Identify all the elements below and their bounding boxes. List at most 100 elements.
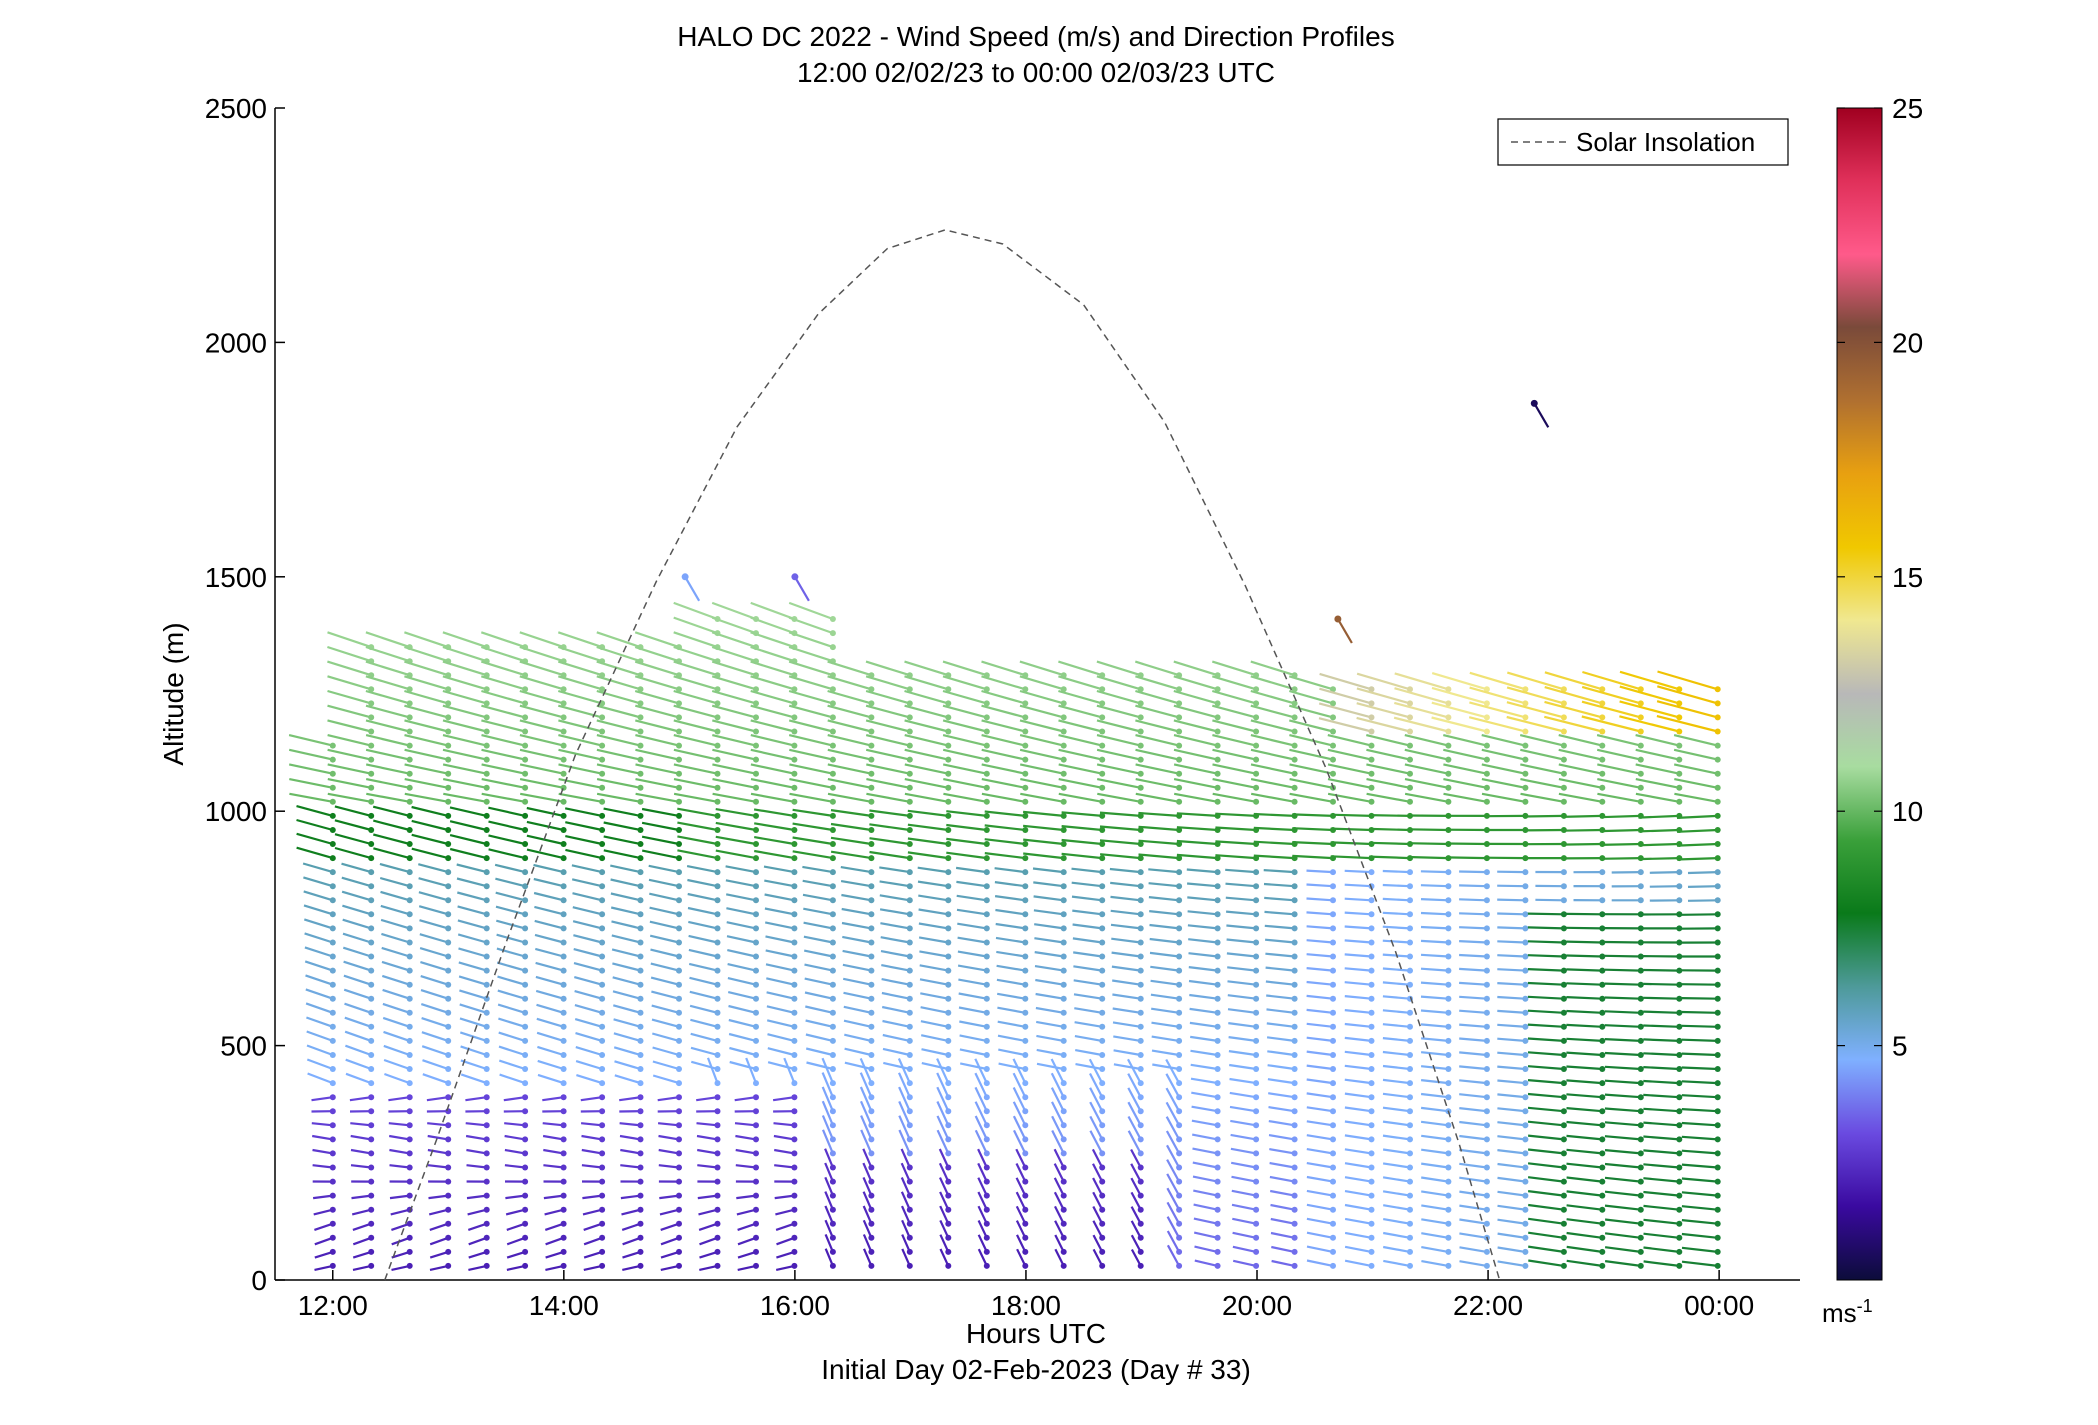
wind-barb — [725, 879, 757, 888]
wind-barb — [821, 1086, 834, 1112]
wind-barb — [1165, 1116, 1181, 1140]
wind-barb-point — [406, 700, 413, 707]
wind-barb — [1581, 685, 1642, 705]
wind-barb-point — [676, 995, 682, 1002]
wind-barb — [1643, 968, 1680, 972]
wind-barb-point — [906, 911, 913, 918]
wind-barb — [1394, 672, 1449, 691]
wind-barb — [1356, 672, 1411, 691]
wind-barb-point — [983, 770, 990, 777]
wind-barb-point — [791, 1080, 798, 1087]
wind-barb-point — [945, 1262, 952, 1269]
wind-barb — [736, 1208, 757, 1216]
wind-barb — [1421, 1218, 1449, 1225]
wind-barb — [1643, 1190, 1680, 1197]
wind-barb — [351, 1194, 372, 1200]
wind-barb — [581, 1148, 603, 1155]
wind-barb — [1604, 1246, 1641, 1253]
wind-barb — [1138, 853, 1180, 860]
wind-barb-point — [753, 1192, 759, 1199]
wind-barb — [496, 933, 526, 944]
wind-barb — [981, 778, 1026, 789]
wind-barb — [712, 734, 757, 747]
wind-barb — [754, 836, 795, 846]
wind-barb — [1544, 671, 1603, 691]
wind-barb-point — [368, 1178, 375, 1185]
wind-barb — [1506, 671, 1565, 691]
wind-barb — [727, 991, 757, 1000]
wind-barb-point — [637, 756, 644, 763]
wind-barb — [305, 974, 334, 986]
wind-barb-point — [522, 728, 529, 735]
wind-barb — [827, 792, 872, 803]
wind-barb-point — [753, 742, 759, 749]
wind-barb-point — [945, 1178, 952, 1185]
x-tick-label: 00:00 — [1684, 1290, 1754, 1321]
wind-barb — [1058, 719, 1103, 733]
x-tick-label: 22:00 — [1453, 1290, 1523, 1321]
wind-barb-point — [1676, 883, 1683, 890]
wind-barb — [345, 1072, 372, 1085]
wind-barb — [1643, 1010, 1680, 1014]
wind-barb — [1635, 778, 1680, 789]
wind-barb — [1148, 868, 1180, 874]
wind-barb — [327, 704, 372, 719]
wind-barb-point — [637, 1248, 644, 1255]
wind-barb — [715, 821, 757, 832]
wind-barb-point — [637, 1080, 644, 1087]
wind-barb — [557, 631, 603, 649]
wind-barb — [939, 1248, 950, 1267]
wind-barb-point — [714, 1052, 721, 1058]
wind-barb-point — [868, 700, 875, 707]
wind-barb — [1459, 1246, 1488, 1253]
wind-barb — [1092, 1220, 1104, 1239]
wind-barb — [1188, 938, 1218, 944]
wind-barb-point — [1522, 1023, 1529, 1030]
wind-barb-point — [483, 700, 490, 707]
wind-barb — [1015, 1191, 1027, 1211]
wind-barb-point — [714, 1192, 721, 1199]
wind-barb — [345, 1058, 372, 1071]
wind-barb-point — [1214, 1052, 1221, 1058]
wind-barb-point — [368, 967, 375, 974]
wind-barb-point — [599, 1136, 606, 1143]
wind-barb-point — [1368, 1262, 1375, 1269]
wind-barb — [1051, 1130, 1065, 1154]
wind-barb-point — [983, 1234, 990, 1241]
wind-barb-point — [945, 1094, 952, 1101]
wind-barb — [596, 778, 641, 789]
wind-barb-point — [791, 841, 798, 847]
wind-barb-point — [560, 897, 567, 904]
wind-barb-point — [791, 784, 798, 791]
wind-barb-point — [483, 1066, 490, 1072]
wind-barb-point — [1214, 1234, 1221, 1241]
wind-barb — [859, 1100, 873, 1126]
wind-barb — [1096, 719, 1141, 733]
wind-barb-point — [1445, 1066, 1452, 1072]
wind-barb — [344, 1002, 372, 1014]
wind-barb-point — [1137, 841, 1144, 847]
wind-barb — [1344, 1106, 1372, 1113]
wind-barb — [1604, 1190, 1641, 1197]
wind-barb-point — [406, 1037, 413, 1044]
wind-barb-point — [637, 1023, 644, 1030]
wind-barb-point — [1137, 995, 1144, 1002]
wind-barb-point — [1291, 686, 1298, 693]
wind-barb-point — [983, 841, 990, 847]
wind-barb-point — [1137, 925, 1144, 932]
wind-barb — [1604, 1260, 1641, 1267]
wind-barb-point — [406, 855, 413, 862]
wind-barb — [504, 1148, 526, 1155]
wind-barb — [565, 848, 603, 860]
wind-barb — [1382, 883, 1411, 888]
wind-barb-point — [483, 1136, 490, 1143]
wind-barb-point — [1253, 784, 1260, 791]
wind-barb-point — [1483, 1080, 1490, 1087]
wind-barb — [1459, 1204, 1488, 1211]
wind-barb — [977, 1177, 988, 1197]
wind-barb-point — [829, 995, 836, 1002]
wind-barb — [389, 1164, 410, 1169]
wind-barb — [350, 1134, 372, 1141]
wind-barb-point — [1483, 995, 1490, 1002]
